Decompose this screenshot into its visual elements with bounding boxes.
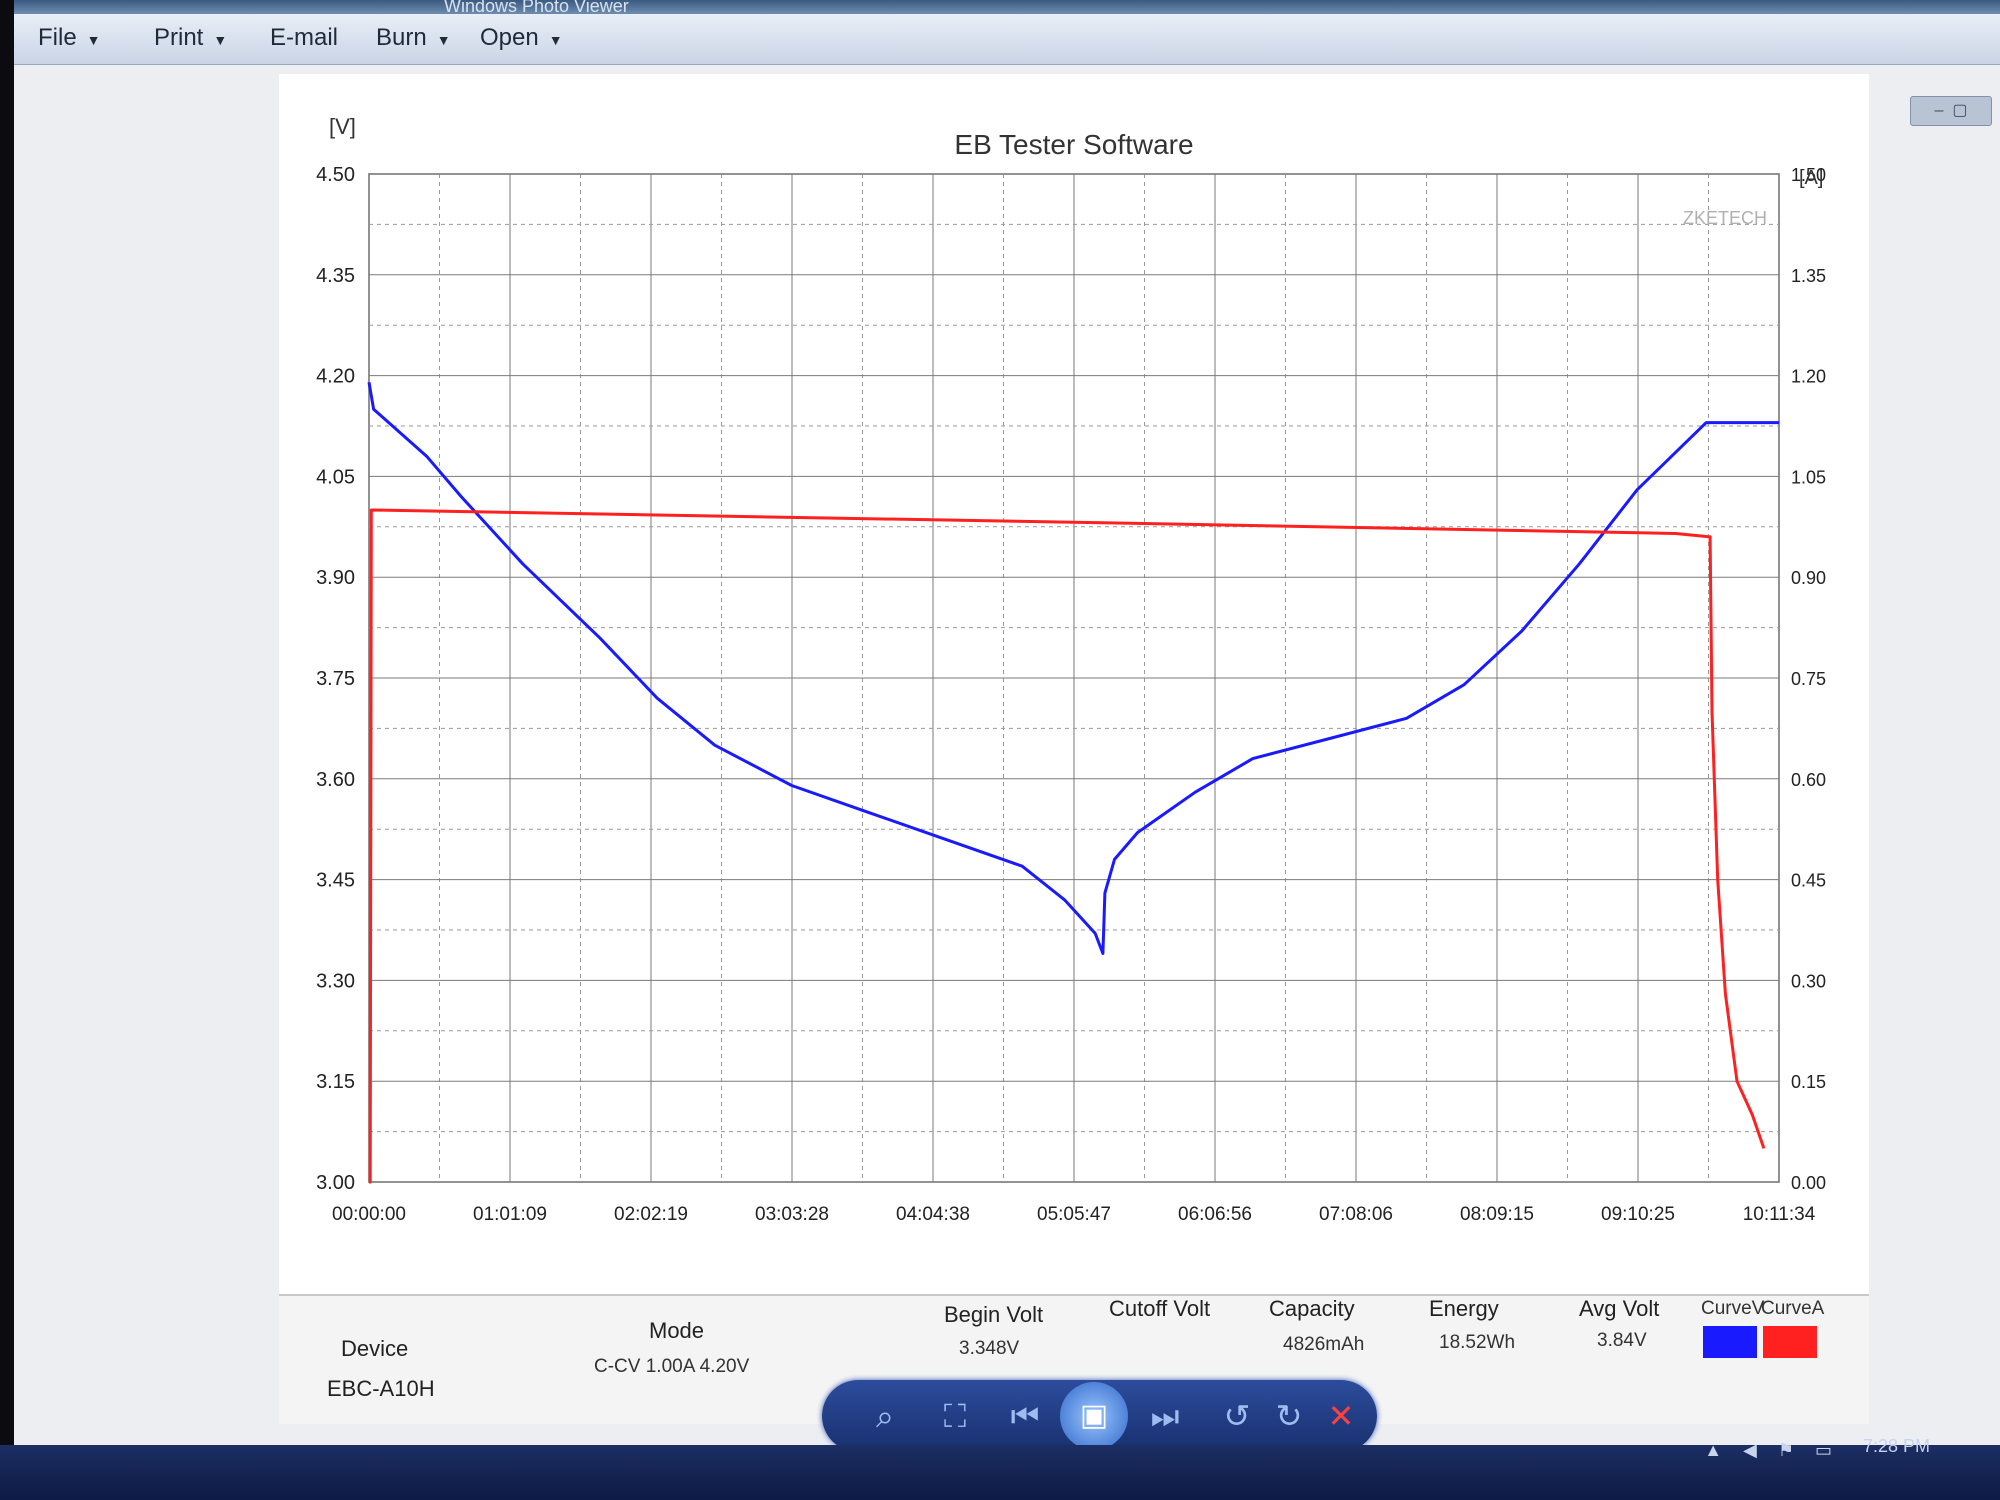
- capacity-value: 4826mAh: [1283, 1334, 1365, 1355]
- y-left-tick-label: 3.15: [316, 1071, 355, 1093]
- x-tick-label: 09:10:25: [1601, 1204, 1675, 1225]
- cutoff-volt-header: Cutoff Volt: [1109, 1296, 1211, 1321]
- chevron-down-icon: ▼: [548, 32, 563, 48]
- summary-table: Device Mode Begin Volt Cutoff Volt Capac…: [279, 1294, 1869, 1424]
- email-button-label: E-mail: [270, 24, 339, 51]
- burn-menu[interactable]: Burn ▼: [376, 24, 451, 52]
- eb-tester-chart: 4.50 4.35 4.20 4.05 3.90 3.75 3.60 3.45 3.30 3.15…: [316, 114, 1826, 1225]
- y-right-tick-label: 0.90: [1791, 568, 1826, 588]
- mode-header: Mode: [649, 1318, 705, 1343]
- curve-v-header: CurveV: [1701, 1298, 1765, 1319]
- y-right-tick-label: 0.00: [1791, 1173, 1826, 1193]
- avg-volt-header: Avg Volt: [1579, 1296, 1660, 1321]
- y-left-unit-label: [V]: [329, 114, 356, 139]
- taskbar: [0, 1445, 2000, 1500]
- print-menu[interactable]: Print ▼: [154, 24, 227, 52]
- x-tick-label: 07:08:06: [1319, 1204, 1393, 1225]
- x-tick-label: 05:05:47: [1037, 1204, 1111, 1225]
- y-left-tick-label: 4.05: [316, 466, 355, 488]
- y-right-tick-label: 1.05: [1791, 467, 1826, 487]
- window-controls-icon[interactable]: – ▢: [1910, 96, 1992, 126]
- chevron-down-icon: ▼: [436, 32, 451, 48]
- displayed-photo: 4.50 4.35 4.20 4.05 3.90 3.75 3.60 3.45 3.30 3.15…: [279, 74, 1869, 1424]
- y-right-tick-label: 0.30: [1791, 971, 1826, 991]
- y-left-tick-label: 4.50: [316, 164, 355, 186]
- x-tick-label: 04:04:38: [896, 1204, 970, 1225]
- y-right-tick-label: 0.45: [1791, 871, 1826, 891]
- x-tick-label: 02:02:19: [614, 1204, 688, 1225]
- window-title: Windows Photo Viewer: [444, 0, 629, 16]
- print-menu-label: Print: [154, 24, 204, 51]
- file-menu-label: File: [38, 24, 77, 51]
- y-right-unit-label: [A]: [1799, 167, 1823, 189]
- previous-icon[interactable]: ⏮: [1010, 1398, 1040, 1434]
- begin-volt-header: Begin Volt: [944, 1302, 1044, 1327]
- y-left-tick-label: 3.60: [316, 769, 355, 791]
- y-left-tick-label: 3.45: [316, 870, 355, 892]
- fit-window-icon[interactable]: ⛶: [943, 1398, 967, 1434]
- y-right-tick-label: 1.20: [1791, 367, 1826, 387]
- device-header: Device: [341, 1336, 409, 1361]
- y-right-tick-label: 1.50: [1791, 165, 1826, 185]
- zoom-icon[interactable]: ⌕: [876, 1398, 894, 1434]
- open-menu[interactable]: Open ▼: [480, 24, 563, 52]
- rotate-left-icon[interactable]: ↺: [1223, 1398, 1251, 1434]
- email-button[interactable]: E-mail: [270, 24, 338, 52]
- file-menu[interactable]: File ▼: [38, 24, 101, 52]
- photo-controls-bar: ⌕ ⛶ ⏮ ▣ ⏭ ↺ ↻ ✕: [822, 1380, 1377, 1452]
- chart-title: EB Tester Software: [954, 129, 1193, 160]
- toolbar: File ▼ Print ▼ E-mail Burn ▼ Open ▼: [14, 14, 2000, 65]
- x-tick-label: 06:06:56: [1178, 1204, 1252, 1225]
- y-right-tick-label: 0.15: [1791, 1072, 1826, 1092]
- title-bar: Windows Photo Viewer: [14, 0, 2000, 16]
- burn-menu-label: Burn: [376, 24, 427, 51]
- begin-volt-value: 3.348V: [959, 1338, 1020, 1359]
- chevron-down-icon: ▼: [86, 32, 101, 48]
- y-left-tick-label: 3.30: [316, 970, 355, 992]
- x-tick-label: 01:01:09: [473, 1204, 547, 1225]
- open-menu-label: Open: [480, 24, 539, 51]
- curve-v-swatch: [1703, 1326, 1757, 1358]
- mode-value: C-CV 1.00A 4.20V: [594, 1356, 750, 1377]
- capacity-header: Capacity: [1269, 1296, 1355, 1321]
- curve-a-swatch: [1763, 1326, 1817, 1358]
- series-line-curvea: [368, 508, 1766, 1184]
- rotate-right-icon[interactable]: ↻: [1275, 1398, 1303, 1434]
- y-left-tick-label: 3.75: [316, 668, 355, 690]
- energy-header: Energy: [1429, 1296, 1499, 1321]
- x-tick-label: 10:11:34: [1743, 1204, 1816, 1225]
- energy-value: 18.52Wh: [1439, 1332, 1516, 1353]
- y-right-tick-label: 1.35: [1791, 266, 1826, 286]
- y-right-tick-label: 0.75: [1791, 669, 1826, 689]
- series-line-curvev: [367, 382, 1779, 955]
- slideshow-icon[interactable]: ▣: [1060, 1382, 1128, 1450]
- x-tick-label: 00:00:00: [332, 1204, 406, 1225]
- avg-volt-value: 3.84V: [1597, 1330, 1647, 1351]
- watermark-text: ZKETECH: [1683, 208, 1767, 228]
- chevron-down-icon: ▼: [213, 32, 228, 48]
- y-left-tick-label: 3.90: [316, 567, 355, 589]
- y-left-tick-label: 3.00: [316, 1172, 355, 1194]
- curve-a-header: CurveA: [1761, 1298, 1825, 1319]
- y-right-tick-label: 0.60: [1791, 770, 1826, 790]
- taskbar-clock[interactable]: 7:28 PM: [1862, 1436, 1930, 1456]
- y-left-tick-label: 4.20: [316, 366, 355, 388]
- photo-viewer-window: Windows Photo Viewer File ▼ Print ▼ E-mail…: [14, 0, 2000, 1445]
- next-icon[interactable]: ⏭: [1150, 1398, 1180, 1434]
- x-tick-label: 03:03:28: [755, 1204, 829, 1225]
- x-tick-label: 08:09:15: [1460, 1204, 1534, 1225]
- system-tray-icons[interactable]: ▲ ◀ ⚑ ▭: [1704, 1440, 1840, 1460]
- y-left-tick-label: 4.35: [316, 265, 355, 287]
- delete-icon[interactable]: ✕: [1327, 1398, 1355, 1434]
- device-value: EBC-A10H: [327, 1376, 435, 1401]
